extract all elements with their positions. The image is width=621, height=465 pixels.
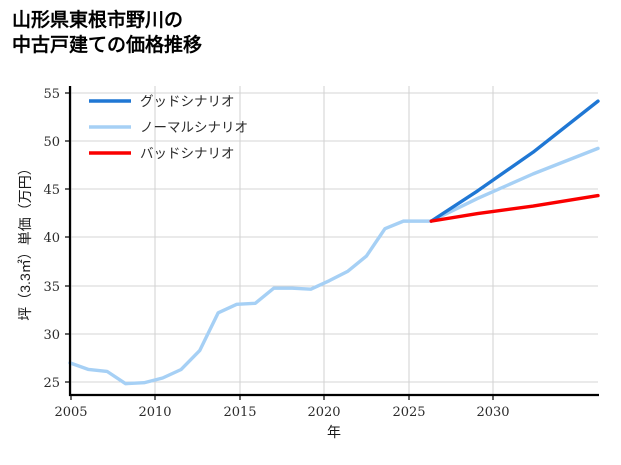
- y-tick-label-45: 45: [43, 183, 60, 198]
- x-tick-label-2010: 2010: [138, 405, 171, 420]
- series-line-normal-scenario: [68, 146, 600, 386]
- series-line-bad-scenario: [429, 193, 600, 223]
- y-axis-tick-labels: 55 50 45 40 35 30 25: [43, 87, 60, 391]
- y-tick-label-55: 55: [43, 87, 60, 102]
- plot-axes-frame: [68, 86, 599, 397]
- x-tick-label-2015: 2015: [223, 405, 256, 420]
- y-axis-title: 坪（3.3㎡）単価（万円）: [17, 161, 33, 320]
- legend-label-normal-scenario: ノーマルシナリオ: [140, 120, 248, 136]
- chart-title: 山形県東根市野川の 中古戸建ての価格推移: [12, 10, 203, 56]
- legend-item-bad-scenario[interactable]: バッドシナリオ: [89, 146, 235, 162]
- y-tick-label-35: 35: [43, 280, 60, 295]
- y-axis-tickmarks: [65, 92, 70, 383]
- vertical-gridlines: [70, 86, 494, 395]
- x-tick-label-2020: 2020: [307, 405, 340, 420]
- horizontal-gridlines: [70, 92, 598, 383]
- series-line-good-scenario: [429, 99, 600, 223]
- x-tick-label-2005: 2005: [54, 405, 87, 420]
- legend-label-bad-scenario: バッドシナリオ: [140, 146, 235, 162]
- legend-label-good-scenario: グッドシナリオ: [140, 94, 235, 110]
- x-axis-tick-labels: 2005 2010 2015 2020 2025 2030: [54, 405, 509, 420]
- x-tick-label-2030: 2030: [476, 405, 509, 420]
- x-axis-title: 年: [327, 424, 341, 440]
- chart-legend: グッドシナリオ ノーマルシナリオ バッドシナリオ: [89, 94, 248, 162]
- data-series-group: [68, 99, 600, 386]
- y-tick-label-40: 40: [43, 231, 60, 246]
- x-tick-label-2025: 2025: [392, 405, 425, 420]
- x-axis-tickmarks: [70, 395, 494, 400]
- y-tick-label-30: 30: [43, 328, 60, 343]
- y-tick-label-25: 25: [43, 376, 60, 391]
- legend-item-normal-scenario[interactable]: ノーマルシナリオ: [89, 120, 248, 136]
- y-tick-label-50: 50: [43, 135, 60, 150]
- legend-item-good-scenario[interactable]: グッドシナリオ: [89, 94, 235, 110]
